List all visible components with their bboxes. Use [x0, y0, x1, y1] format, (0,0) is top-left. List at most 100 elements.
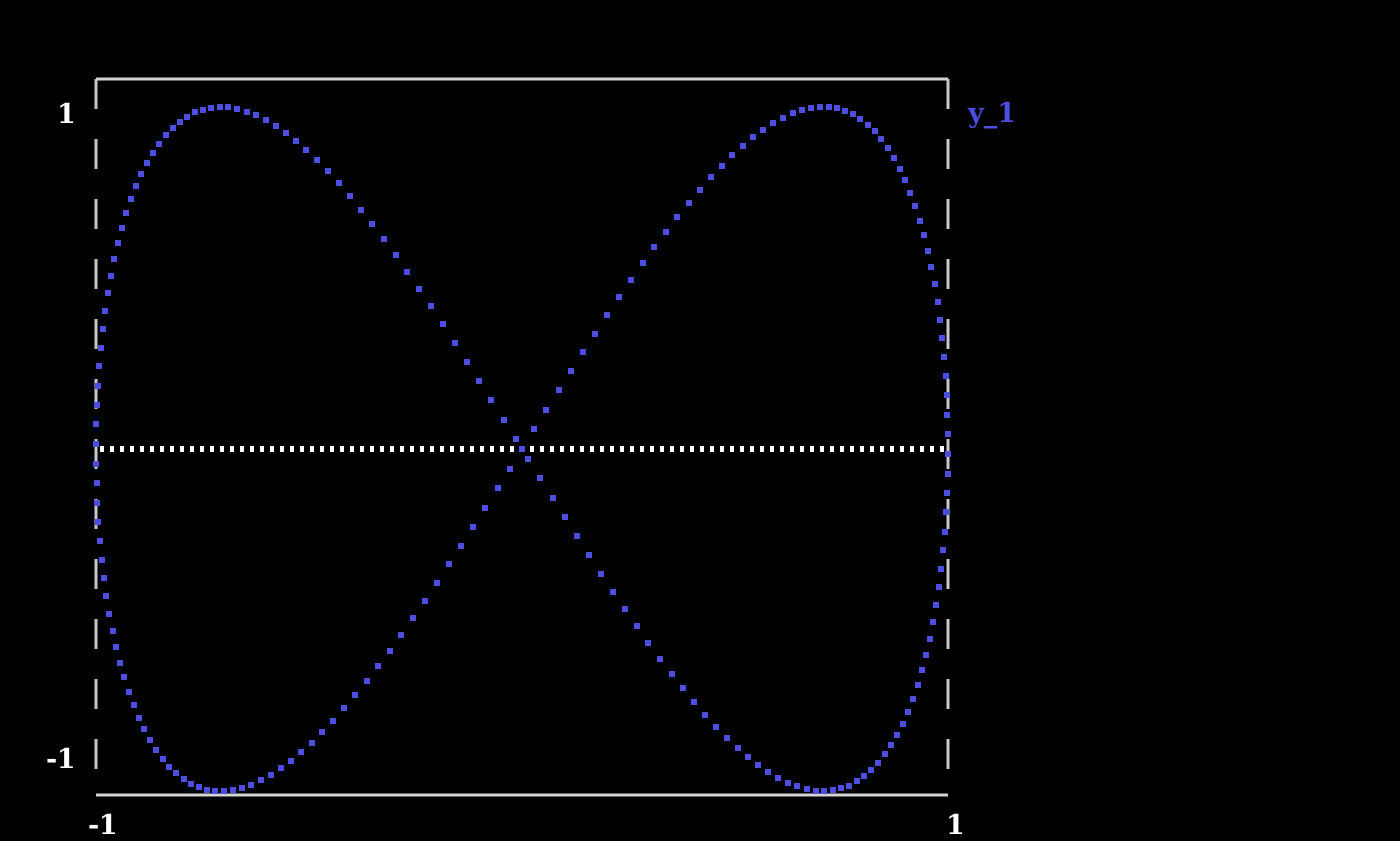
data-point — [113, 644, 119, 650]
data-point — [184, 114, 190, 120]
data-point — [804, 786, 810, 792]
data-point — [341, 705, 347, 711]
data-point — [273, 123, 279, 129]
data-point — [894, 732, 900, 738]
data-point — [100, 326, 106, 332]
data-point — [891, 155, 897, 161]
data-point — [387, 648, 393, 654]
data-point — [604, 312, 610, 318]
data-point — [907, 190, 913, 196]
data-point — [153, 747, 159, 753]
data-point — [945, 471, 951, 477]
data-point — [944, 412, 950, 418]
data-point — [790, 110, 796, 116]
data-point — [944, 490, 950, 496]
data-point — [364, 678, 370, 684]
data-point — [531, 426, 537, 432]
data-point — [902, 177, 908, 183]
data-point — [697, 187, 703, 193]
data-point — [651, 244, 657, 250]
data-point — [458, 543, 464, 549]
data-point — [745, 754, 751, 760]
data-point — [96, 363, 102, 369]
data-point — [945, 451, 951, 457]
data-point — [865, 122, 871, 128]
data-point — [842, 108, 848, 114]
data-point — [785, 780, 791, 786]
data-point — [543, 407, 549, 413]
data-point — [775, 775, 781, 781]
data-point — [150, 150, 156, 156]
data-point — [917, 218, 923, 224]
data-point — [258, 777, 264, 783]
data-point — [941, 354, 947, 360]
data-point — [422, 598, 428, 604]
data-point — [846, 783, 852, 789]
data-point — [98, 345, 104, 351]
data-point — [794, 783, 800, 789]
data-point — [495, 485, 501, 491]
data-point — [586, 552, 592, 558]
x-axis-tick-label-right: 1 — [946, 810, 965, 841]
data-point — [347, 193, 353, 199]
data-point — [325, 168, 331, 174]
data-point — [897, 166, 903, 172]
data-point — [708, 174, 714, 180]
data-point — [97, 538, 103, 544]
data-point — [410, 615, 416, 621]
data-point — [525, 456, 531, 462]
data-point — [111, 256, 117, 262]
data-point — [330, 718, 336, 724]
data-point — [101, 575, 107, 581]
data-point — [507, 466, 513, 472]
data-point — [928, 264, 934, 270]
data-point — [234, 106, 240, 112]
data-point — [702, 712, 708, 718]
data-point — [398, 632, 404, 638]
data-point — [476, 378, 482, 384]
data-point — [221, 788, 227, 794]
series-legend-label: y_1 — [968, 98, 1016, 129]
data-point — [622, 606, 628, 612]
data-point — [943, 509, 949, 515]
data-point — [336, 180, 342, 186]
data-point — [212, 788, 218, 794]
data-point — [925, 248, 931, 254]
data-point — [885, 145, 891, 151]
data-point — [470, 524, 476, 530]
data-point — [645, 640, 651, 646]
data-point — [580, 349, 586, 355]
data-point — [857, 116, 863, 122]
data-point — [905, 709, 911, 715]
data-point — [108, 273, 114, 279]
data-point — [482, 505, 488, 511]
data-point — [719, 163, 725, 169]
data-point — [888, 742, 894, 748]
data-point — [192, 109, 198, 115]
data-point — [808, 105, 814, 111]
data-point — [592, 331, 598, 337]
data-point — [115, 240, 121, 246]
data-point — [939, 335, 945, 341]
data-point — [854, 778, 860, 784]
plot-frame — [96, 77, 948, 797]
data-point — [303, 147, 309, 153]
data-point — [208, 105, 214, 111]
data-point — [358, 207, 364, 213]
data-point — [770, 120, 776, 126]
y-axis-tick-label-bottom: -1 — [46, 744, 76, 775]
data-point — [314, 157, 320, 163]
data-point — [106, 611, 112, 617]
data-point — [669, 671, 675, 677]
data-point — [138, 171, 144, 177]
data-point — [610, 589, 616, 595]
data-point — [826, 104, 832, 110]
data-point — [765, 769, 771, 775]
data-point — [878, 136, 884, 142]
data-point — [319, 729, 325, 735]
data-point — [813, 788, 819, 794]
data-point — [943, 373, 949, 379]
data-point — [393, 252, 399, 258]
data-point — [196, 784, 202, 790]
data-point — [225, 104, 231, 110]
